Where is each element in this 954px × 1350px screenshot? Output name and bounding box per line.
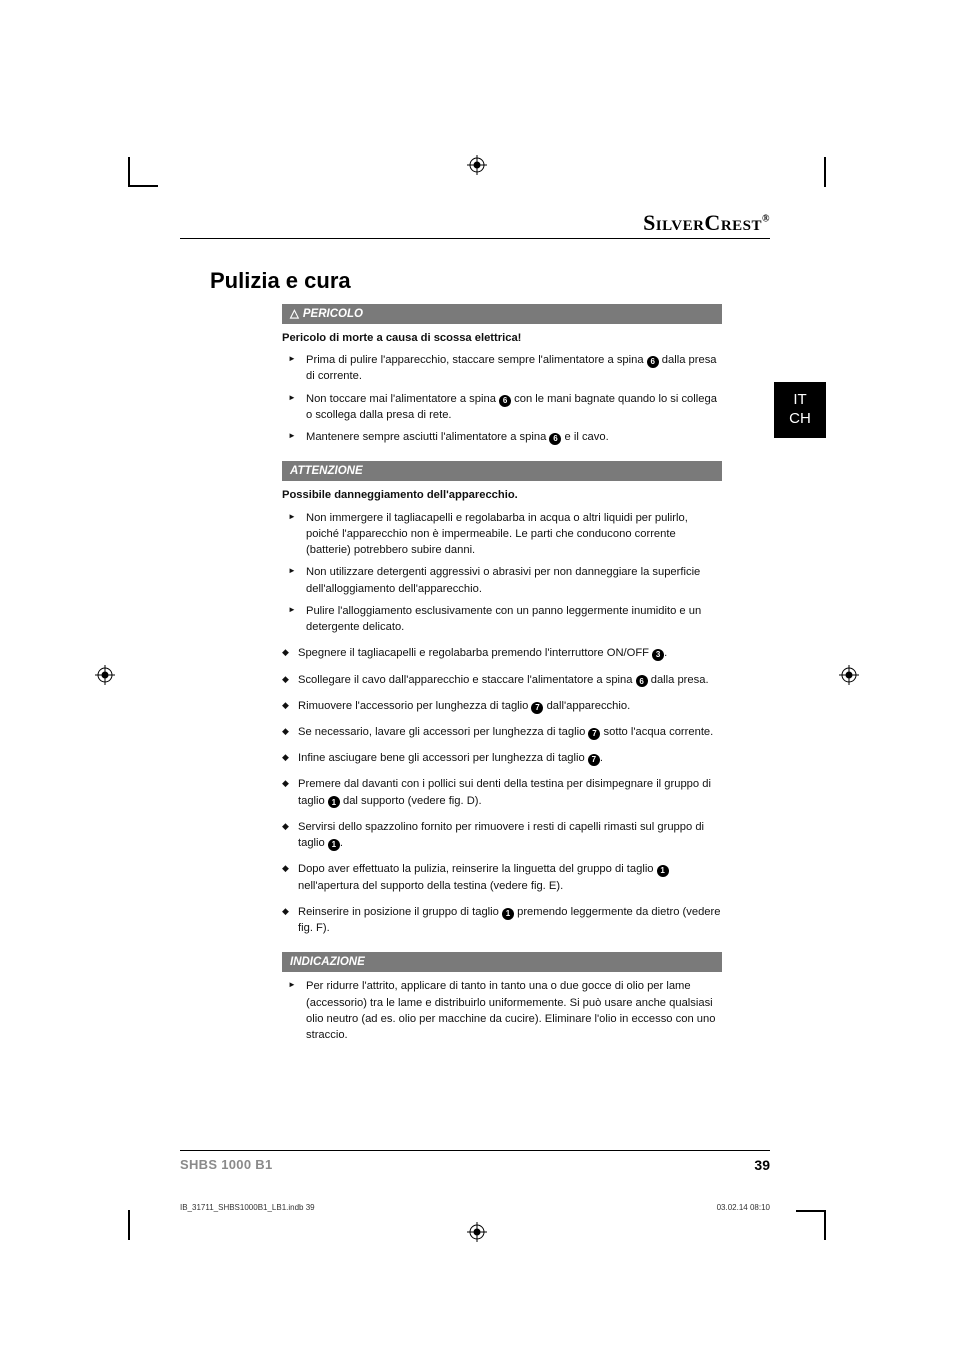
step-6: Premere dal davanti con i pollici sui de… <box>298 776 722 808</box>
attention-label: ATTENZIONE <box>290 463 363 480</box>
lang-ch: CH <box>789 410 811 429</box>
ref-circle: 3 <box>652 649 664 661</box>
danger-item-1: Prima di pulire l'apparecchio, staccare … <box>306 352 722 384</box>
attention-item-1: Non immergere il tagliacapelli e regolab… <box>306 510 722 559</box>
crop-mark-bottom-left <box>128 1210 158 1240</box>
danger-item-3: Mantenere sempre asciutti l'alimentatore… <box>306 429 722 445</box>
content-area: △ PERICOLO Pericolo di morte a causa di … <box>282 304 722 1049</box>
ref-circle: 1 <box>328 839 340 851</box>
footer: SHBS 1000 B1 39 <box>180 1150 770 1174</box>
ref-circle: 6 <box>636 675 648 687</box>
note-item-1: Per ridurre l'attrito, applicare di tant… <box>306 978 722 1043</box>
attention-heading: Possibile danneggiamento dell'apparecchi… <box>282 487 722 503</box>
print-metadata: IB_31711_SHBS1000B1_LB1.indb 39 03.02.14… <box>180 1203 770 1212</box>
lang-it: IT <box>793 391 806 410</box>
step-2: Scollegare il cavo dall'apparecchio e st… <box>298 672 722 688</box>
danger-banner: △ PERICOLO <box>282 304 722 324</box>
danger-item-2: Non toccare mai l'alimentatore a spina 6… <box>306 391 722 423</box>
page-title: Pulizia e cura <box>210 268 351 294</box>
ref-circle: 7 <box>588 754 600 766</box>
ref-circle: 1 <box>502 908 514 920</box>
page-number: 39 <box>754 1157 770 1173</box>
danger-list: Prima di pulire l'apparecchio, staccare … <box>282 352 722 445</box>
note-banner: INDICAZIONE <box>282 952 722 972</box>
attention-banner: ATTENZIONE <box>282 461 722 481</box>
step-3: Rimuovere l'accessorio per lunghezza di … <box>298 698 722 714</box>
ref-circle: 6 <box>549 433 561 445</box>
header-rule <box>180 238 770 239</box>
ref-circle: 7 <box>588 728 600 740</box>
ref-circle: 6 <box>499 395 511 407</box>
step-9: Reinserire in posizione il gruppo di tag… <box>298 904 722 936</box>
step-5: Infine asciugare bene gli accessori per … <box>298 750 722 766</box>
ref-circle: 7 <box>531 702 543 714</box>
registration-mark-left <box>95 665 115 685</box>
registration-mark-right <box>839 665 859 685</box>
print-file: IB_31711_SHBS1000B1_LB1.indb 39 <box>180 1203 315 1212</box>
warning-icon: △ <box>290 306 299 323</box>
registration-mark-bottom <box>467 1222 487 1242</box>
attention-list: Non immergere il tagliacapelli e regolab… <box>282 510 722 636</box>
note-label: INDICAZIONE <box>290 954 365 971</box>
danger-heading: Pericolo di morte a causa di scossa elet… <box>282 330 722 346</box>
attention-item-3: Pulire l'alloggiamento esclusivamente co… <box>306 603 722 635</box>
registration-mark-top <box>467 155 487 175</box>
brand-registered: ® <box>762 214 770 225</box>
ref-circle: 1 <box>328 796 340 808</box>
ref-circle: 1 <box>657 865 669 877</box>
crop-mark-bottom-right <box>796 1210 826 1240</box>
brand-logo: SilverCrest® <box>643 210 770 236</box>
language-tab: IT CH <box>774 382 826 438</box>
crop-mark-top-left <box>128 157 158 187</box>
ref-circle: 6 <box>647 356 659 368</box>
brand-text: SilverCrest <box>643 210 762 235</box>
steps-list: Spegnere il tagliacapelli e regolabarba … <box>282 645 722 936</box>
danger-label: PERICOLO <box>303 306 363 323</box>
step-8: Dopo aver effettuato la pulizia, reinser… <box>298 861 722 893</box>
step-1: Spegnere il tagliacapelli e regolabarba … <box>298 645 722 661</box>
attention-item-2: Non utilizzare detergenti aggressivi o a… <box>306 564 722 596</box>
note-list: Per ridurre l'attrito, applicare di tant… <box>282 978 722 1043</box>
print-date: 03.02.14 08:10 <box>717 1203 770 1212</box>
step-7: Servirsi dello spazzolino fornito per ri… <box>298 819 722 851</box>
crop-mark-top-right <box>796 157 826 187</box>
model-number: SHBS 1000 B1 <box>180 1157 272 1172</box>
step-4: Se necessario, lavare gli accessori per … <box>298 724 722 740</box>
